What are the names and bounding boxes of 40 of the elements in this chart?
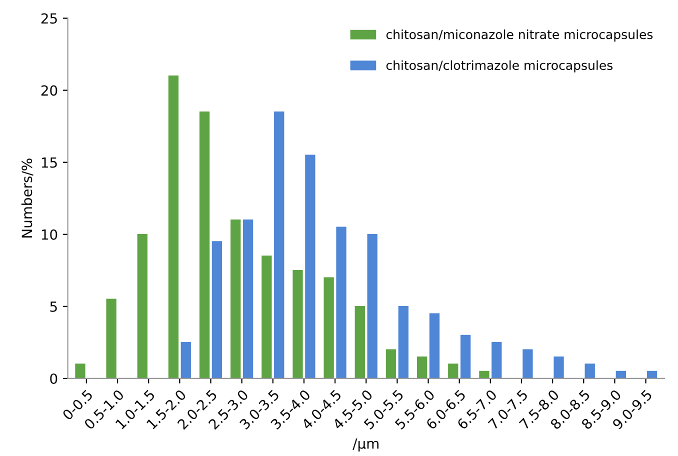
bar: [305, 154, 316, 378]
y-tick-label: 20: [41, 85, 58, 96]
bar: [274, 111, 284, 378]
bar: [242, 220, 254, 378]
bar: [460, 334, 471, 378]
bar: [199, 111, 210, 378]
bar: [367, 234, 378, 378]
bar: [584, 364, 595, 378]
y-tick-label: 5: [50, 302, 57, 312]
legend-label: chitosan/miconazole nitrate microcapsules: [386, 29, 653, 42]
bar: [262, 256, 272, 378]
bar: [324, 277, 334, 378]
bar: [479, 370, 490, 378]
y-tick-label: 0: [50, 373, 58, 384]
bar: [646, 370, 658, 378]
bar: [386, 349, 396, 378]
bar: [180, 342, 191, 378]
bar: [75, 364, 86, 378]
bar: [522, 349, 533, 378]
bar: [336, 226, 346, 378]
bar: [448, 364, 458, 378]
y-tick-label: 25: [41, 13, 57, 24]
bar: [429, 313, 440, 378]
x-axis-title: /μm: [352, 438, 378, 452]
bar: [106, 298, 116, 378]
bar: [354, 306, 365, 378]
bar: [137, 234, 148, 378]
bar: [398, 306, 408, 378]
bar: [416, 356, 428, 378]
y-axis-title: Numbers/%: [21, 158, 34, 238]
bar: [230, 220, 241, 378]
bar: [492, 342, 502, 378]
bar: [168, 75, 179, 378]
y-tick-label: 10: [42, 229, 58, 240]
bar: [292, 270, 303, 378]
bar: [554, 356, 564, 378]
bar: [212, 241, 222, 378]
legend-label: chitosan/clotrimazole microcapsules: [386, 60, 613, 72]
bar: [616, 370, 626, 378]
y-tick-label: 15: [42, 157, 57, 168]
